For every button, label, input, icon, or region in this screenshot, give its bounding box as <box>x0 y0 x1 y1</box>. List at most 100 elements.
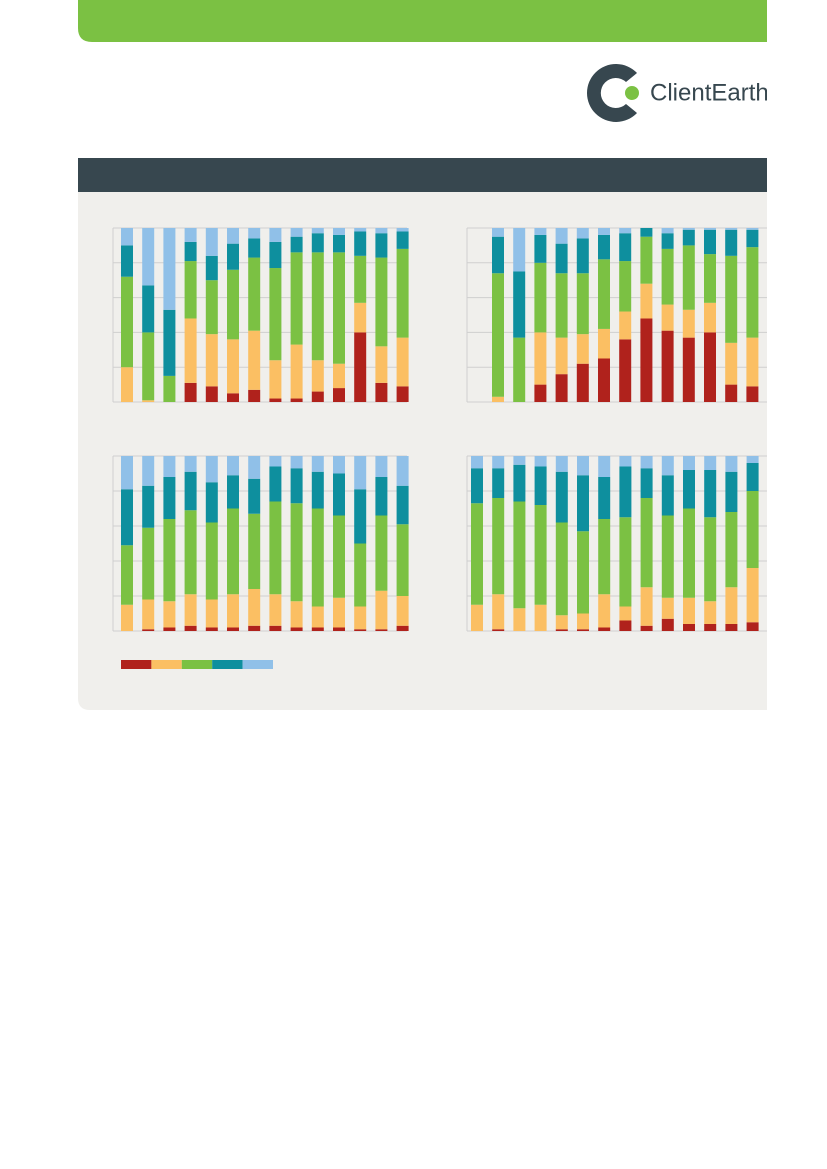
bar-segment <box>661 618 674 631</box>
legend-swatch <box>212 660 243 669</box>
chart <box>466 227 767 403</box>
bar-segment <box>205 482 218 523</box>
bar-segment <box>290 398 303 402</box>
bar-segment <box>640 318 653 402</box>
bar-segment <box>534 466 547 505</box>
bar-segment <box>333 456 345 474</box>
bar-segment <box>248 478 261 514</box>
bar-segment <box>227 243 239 270</box>
bar-segment <box>598 627 611 631</box>
bar-segment <box>269 398 282 402</box>
bar-segment <box>205 386 218 402</box>
bar-segment <box>704 229 716 255</box>
bar-segment <box>725 624 738 631</box>
bar-segment <box>333 234 345 253</box>
bar-segment <box>471 503 483 605</box>
bar-segment <box>682 309 695 338</box>
bar-segment <box>555 456 568 472</box>
bar-segment <box>577 613 589 630</box>
chart <box>466 455 767 632</box>
bar-segment <box>661 515 674 598</box>
bar-segment <box>619 606 632 621</box>
bar-segment <box>492 396 504 402</box>
bar-segment <box>396 248 409 338</box>
bar-segment <box>683 508 695 598</box>
bar-segment <box>290 627 303 631</box>
bar-segment <box>661 304 674 331</box>
bar-segment <box>248 238 261 258</box>
bar-segment <box>142 599 155 630</box>
bar-segment <box>619 517 632 607</box>
bar-segment <box>555 228 568 244</box>
bar-segment <box>576 273 589 335</box>
content: ClientEarth <box>78 0 767 710</box>
bar-segment <box>333 363 345 389</box>
bar-segment <box>227 339 239 394</box>
bar-segment <box>534 384 547 402</box>
bar-segment <box>227 508 239 595</box>
bar-segment <box>333 627 345 631</box>
bar-segment <box>121 276 133 368</box>
bar-segment <box>333 388 345 402</box>
bar-segment <box>555 337 568 375</box>
bar-segment <box>121 604 133 631</box>
bar-segment <box>396 386 409 402</box>
bar-segment <box>513 464 526 502</box>
bar-segment <box>205 255 218 281</box>
bar-segment <box>290 503 303 602</box>
bar-segment <box>248 456 261 479</box>
bar-segment <box>333 473 345 516</box>
bar-segment <box>704 302 716 333</box>
bar-segment <box>184 261 197 319</box>
bar-segment <box>746 622 759 631</box>
bar-segment <box>227 594 239 628</box>
bar-segment <box>492 228 504 237</box>
bar-segment <box>354 255 367 303</box>
bar-segment <box>640 283 653 319</box>
bar-segment <box>290 456 303 469</box>
bar-segment <box>354 231 367 256</box>
bar-segment <box>492 273 504 397</box>
bar-segment <box>534 332 547 385</box>
bar-segment <box>205 334 218 387</box>
bar-segment <box>682 229 695 246</box>
bar-segment <box>269 456 282 467</box>
bar-segment <box>725 384 738 402</box>
bar-segment <box>555 471 568 523</box>
bar-segment <box>290 601 303 628</box>
bar-segment <box>354 629 367 631</box>
bar-segment <box>746 386 759 402</box>
bar-segment <box>396 625 409 631</box>
bar-segment <box>746 491 759 568</box>
bar-segment <box>184 318 197 383</box>
bar-segment <box>311 233 324 253</box>
bar-segment <box>163 228 176 310</box>
bar-segment <box>375 257 388 347</box>
bar-segment <box>725 229 738 256</box>
bar-segment <box>205 522 218 600</box>
bar-segment <box>576 228 589 239</box>
bar-segment <box>704 601 717 624</box>
bar-segment <box>354 543 367 607</box>
bar-segment <box>311 391 324 402</box>
bar-segment <box>704 456 717 470</box>
bar-segment <box>576 238 589 274</box>
bar-segment <box>269 360 282 399</box>
bar-segment <box>375 456 388 477</box>
bar-segment <box>619 466 632 518</box>
bar-segment <box>682 337 695 402</box>
bar-segment <box>746 247 759 338</box>
bar-segment <box>354 456 367 490</box>
bar-segment <box>290 468 303 504</box>
bar-segment <box>471 468 483 504</box>
bar-segment <box>577 531 589 614</box>
bar-segment <box>513 337 526 402</box>
bar-segment <box>555 273 568 338</box>
bar-segment <box>354 228 367 232</box>
bar-segment <box>513 271 526 338</box>
bar-segment <box>492 236 504 274</box>
bar-segment <box>375 477 388 516</box>
bar-segment <box>311 360 324 392</box>
bar-segment <box>534 456 547 467</box>
bar-segment <box>142 332 155 401</box>
